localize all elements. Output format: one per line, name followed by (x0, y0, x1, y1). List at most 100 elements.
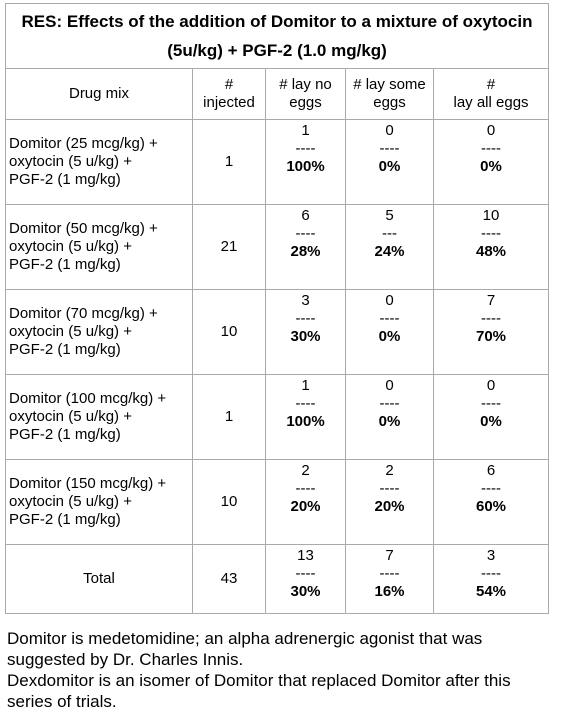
count: 2 (385, 462, 394, 479)
separator: ---- (295, 225, 316, 242)
count: 1 (301, 122, 310, 139)
data-row: Domitor (70 mcg/kg) + oxytocin (5 u/kg) +… (5, 289, 550, 375)
drug-cell: Domitor (150 mcg/kg) + oxytocin (5 u/kg) … (5, 459, 193, 545)
separator: ---- (379, 480, 400, 497)
drug-cell: Domitor (70 mcg/kg) + oxytocin (5 u/kg) +… (5, 289, 193, 375)
drug-line: Domitor (150 mcg/kg) + (9, 475, 167, 492)
separator: ---- (295, 565, 316, 582)
percent: 16% (374, 583, 405, 600)
separator: ---- (379, 565, 400, 582)
drug-cell: Domitor (25 mcg/kg) + oxytocin (5 u/kg) +… (5, 119, 193, 205)
count: 3 (486, 547, 496, 564)
separator: ---- (481, 565, 502, 582)
header-line: eggs (289, 94, 322, 111)
header-cell: # lay all eggs (432, 68, 550, 120)
title-row: RES: Effects of the addition of Domitor … (4, 3, 550, 69)
drug-line: Domitor (50 mcg/kg) + (9, 220, 158, 237)
drug-cell: Domitor (50 mcg/kg) + oxytocin (5 u/kg) +… (5, 204, 193, 290)
drug-line: oxytocin (5 u/kg) + (9, 323, 132, 340)
percent: 20% (290, 498, 321, 515)
header-cell: # injected (192, 68, 266, 120)
header-line: # lay no (279, 76, 332, 93)
header-line: injected (203, 94, 255, 111)
results-table: RES: Effects of the addition of Domitor … (4, 3, 550, 614)
count: 5 (385, 207, 394, 224)
count: 6 (301, 207, 310, 224)
outcome-cell: 0 ---- 0% (345, 374, 434, 460)
drug-line: PGF-2 (1 mg/kg) (9, 256, 121, 273)
header-line: eggs (373, 94, 406, 111)
drug-line: Domitor (25 mcg/kg) + (9, 135, 158, 152)
outcome-cell: 5 --- 24% (345, 204, 434, 290)
data-row: Domitor (50 mcg/kg) + oxytocin (5 u/kg) +… (5, 204, 550, 290)
outcome-cell: 2 ---- 20% (345, 459, 434, 545)
header-row: Drug mix # injected # lay no eggs # lay some e… (5, 68, 550, 120)
count: 10 (482, 207, 500, 224)
data-row: Domitor (25 mcg/kg) + oxytocin (5 u/kg) +… (5, 119, 550, 205)
percent: 0% (480, 413, 502, 430)
separator: ---- (295, 140, 316, 157)
separator: ---- (295, 310, 316, 327)
count: 6 (486, 462, 496, 479)
drug-line: PGF-2 (1 mg/kg) (9, 171, 121, 188)
separator: ---- (481, 225, 502, 242)
injected-cell: 10 (192, 289, 266, 375)
separator: ---- (481, 480, 502, 497)
separator: --- (382, 225, 397, 242)
drug-line: oxytocin (5 u/kg) + (9, 408, 132, 425)
outcome-cell: 10 ---- 48% (432, 204, 550, 290)
header-cell: # lay some eggs (345, 68, 434, 120)
drug-line: Domitor (100 mcg/kg) + (9, 390, 167, 407)
count: 2 (301, 462, 310, 479)
percent: 30% (290, 328, 321, 345)
note: Dexdomitor is an isomer of Domitor that … (7, 671, 511, 711)
percent: 0% (378, 328, 401, 345)
separator: ---- (379, 310, 400, 327)
separator: ---- (295, 480, 316, 497)
separator: ---- (481, 395, 502, 412)
count: 7 (385, 547, 394, 564)
separator: ---- (379, 395, 400, 412)
header-cell: # lay no eggs (265, 68, 346, 120)
outcome-cell: 1 ---- 100% (265, 374, 346, 460)
separator: ---- (481, 310, 502, 327)
outcome-cell: 1 ---- 100% (265, 119, 346, 205)
outcome-cell: 7 ---- 16% (345, 544, 434, 614)
percent: 0% (480, 158, 502, 175)
separator: ---- (481, 140, 502, 157)
notes: Domitor is medetomidine; an alpha adrene… (7, 628, 547, 712)
header-cell: Drug mix (5, 68, 193, 120)
percent: 100% (286, 413, 325, 430)
drug-line: PGF-2 (1 mg/kg) (9, 341, 121, 358)
percent: 0% (378, 158, 401, 175)
data-row: Domitor (100 mcg/kg) + oxytocin (5 u/kg) … (5, 374, 550, 460)
percent: 24% (374, 243, 405, 260)
drug-line: oxytocin (5 u/kg) + (9, 493, 132, 510)
drug-line: oxytocin (5 u/kg) + (9, 153, 132, 170)
table-title: RES: Effects of the addition of Domitor … (4, 3, 550, 69)
injected-cell: 21 (192, 204, 266, 290)
percent: 100% (286, 158, 325, 175)
separator: ---- (295, 395, 316, 412)
count: 0 (486, 377, 496, 394)
percent: 20% (374, 498, 405, 515)
count: 0 (385, 122, 394, 139)
header-line: # (486, 76, 496, 93)
injected-cell: 43 (192, 544, 266, 614)
drug-line: oxytocin (5 u/kg) + (9, 238, 132, 255)
note: Domitor is medetomidine; an alpha adrene… (7, 629, 483, 669)
percent: 30% (290, 583, 321, 600)
outcome-cell: 13 ---- 30% (265, 544, 346, 614)
count: 3 (301, 292, 310, 309)
drug-line: PGF-2 (1 mg/kg) (9, 511, 121, 528)
header-line: # (224, 76, 234, 93)
separator: ---- (379, 140, 400, 157)
drug-cell: Total (5, 544, 193, 614)
drug-cell: Domitor (100 mcg/kg) + oxytocin (5 u/kg) … (5, 374, 193, 460)
header-line: Drug mix (68, 85, 129, 102)
outcome-cell: 2 ---- 20% (265, 459, 346, 545)
count: 0 (486, 122, 496, 139)
injected-cell: 1 (192, 119, 266, 205)
count: 13 (297, 547, 314, 564)
